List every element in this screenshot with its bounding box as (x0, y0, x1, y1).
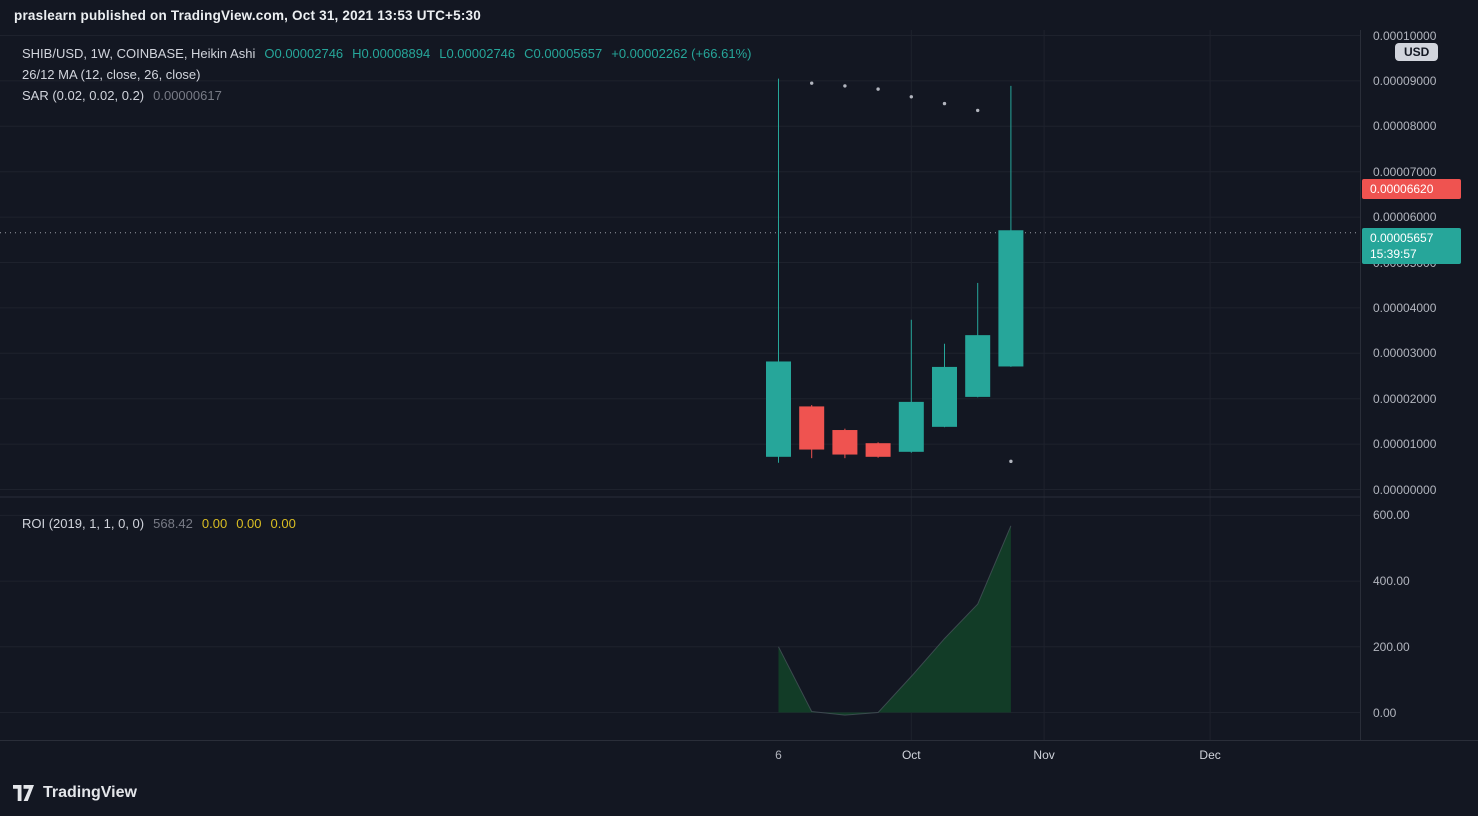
ohlc-close: C0.00005657 (524, 46, 603, 61)
candle-body (932, 366, 957, 427)
candle-body (799, 406, 825, 450)
roi-line (778, 525, 1012, 716)
roi-tick-label: 400.00 (1373, 574, 1410, 589)
bar-countdown: 15:39:57 (1370, 246, 1417, 261)
legend-roi: ROI (2019, 1, 1, 0, 0) 568.42 0.00 0.00 … (22, 513, 296, 534)
ma-indicator-title: 26/12 MA (12, close, 26, close) (22, 67, 201, 82)
roi-zero-value-2: 0.00 (236, 516, 262, 531)
sar-indicator-value: 0.00000617 (153, 88, 222, 103)
legend-roi-row[interactable]: ROI (2019, 1, 1, 0, 0) 568.42 0.00 0.00 … (22, 513, 296, 534)
roi-tick-label: 200.00 (1373, 639, 1410, 654)
roi-area (778, 525, 1011, 716)
legend-main: SHIB/USD, 1W, COINBASE, Heikin Ashi O0.0… (22, 43, 751, 106)
price-tick-label: 0.00001000 (1373, 437, 1437, 452)
current-price-value: 0.00005657 (1370, 230, 1434, 245)
sar-dot (810, 81, 814, 85)
tradingview-wordmark[interactable]: TradingView (43, 784, 137, 801)
price-tick-label: 0.00009000 (1373, 73, 1437, 88)
ohlc-low: L0.00002746 (439, 46, 516, 61)
chart-pane[interactable]: SHIB/USD, 1W, COINBASE, Heikin Ashi O0.0… (0, 30, 1360, 740)
sar-dot (1009, 459, 1013, 464)
ohlc-high: H0.00008894 (352, 46, 431, 61)
candle-body (865, 443, 891, 457)
price-tick-label: 0.00008000 (1373, 119, 1437, 134)
sar-dot (843, 84, 847, 88)
time-tick-label: Dec (1199, 748, 1221, 762)
time-tick-label: Nov (1033, 748, 1055, 762)
time-axis[interactable]: 6 Oct Nov Dec (0, 740, 1478, 771)
alert-price-value: 0.00006620 (1370, 181, 1434, 196)
price-tick-label: 0.00003000 (1373, 346, 1437, 361)
roi-indicator-title: ROI (2019, 1, 1, 0, 0) (22, 516, 145, 531)
symbol-title: SHIB/USD, 1W, COINBASE, Heikin Ashi (22, 46, 256, 61)
time-tick-label: Oct (901, 748, 921, 762)
sar-dot (942, 101, 947, 106)
candle-body (898, 401, 924, 452)
price-tick-label: 0.00006000 (1373, 210, 1437, 225)
tradingview-logo-icon[interactable] (13, 785, 34, 801)
sar-indicator-title: SAR (0.02, 0.02, 0.2) (22, 88, 145, 103)
currency-toggle-button[interactable]: USD (1395, 43, 1439, 61)
price-axis[interactable]: USD 0.00006620 0.00005657 15:39:57 0.000… (1360, 28, 1478, 740)
time-tick-label: 6 (775, 748, 782, 762)
price-tick-label: 0.00004000 (1373, 300, 1437, 315)
alert-price-label: 0.00006620 (1362, 178, 1461, 199)
legend-ma-row[interactable]: 26/12 MA (12, close, 26, close) (22, 64, 751, 85)
roi-zero-value-3: 0.00 (270, 516, 296, 531)
bottom-bar: TradingView (0, 770, 1478, 816)
roi-indicator-value: 568.42 (153, 516, 193, 531)
legend-symbol-row[interactable]: SHIB/USD, 1W, COINBASE, Heikin Ashi O0.0… (22, 43, 751, 64)
publish-info-text: praslearn published on TradingView.com, … (14, 7, 481, 23)
sar-dot (876, 87, 880, 91)
roi-tick-label: 600.00 (1373, 508, 1410, 523)
sar-dot (976, 108, 980, 113)
candle-body (832, 430, 858, 455)
price-tick-label: 0.00002000 (1373, 391, 1437, 406)
price-tick-label: 0.00000000 (1373, 482, 1437, 497)
sar-dot (909, 95, 913, 99)
legend-sar-row[interactable]: SAR (0.02, 0.02, 0.2) 0.00000617 (22, 85, 751, 106)
roi-tick-label: 0.00 (1373, 705, 1397, 720)
chart-canvas[interactable] (0, 30, 1360, 740)
roi-zero-value-1: 0.00 (201, 516, 228, 531)
ohlc-change: +0.00002262 (+66.61%) (611, 46, 752, 61)
candle-body (998, 230, 1024, 367)
current-price-label: 0.00005657 15:39:57 (1362, 227, 1461, 264)
price-tick-label: 0.00007000 (1373, 164, 1437, 179)
publish-bar: praslearn published on TradingView.com, … (0, 0, 1478, 30)
ohlc-open: O0.00002746 (264, 46, 344, 61)
price-tick-label: 0.00010000 (1373, 28, 1437, 43)
candle-body (766, 361, 791, 457)
candle-body (965, 335, 991, 397)
